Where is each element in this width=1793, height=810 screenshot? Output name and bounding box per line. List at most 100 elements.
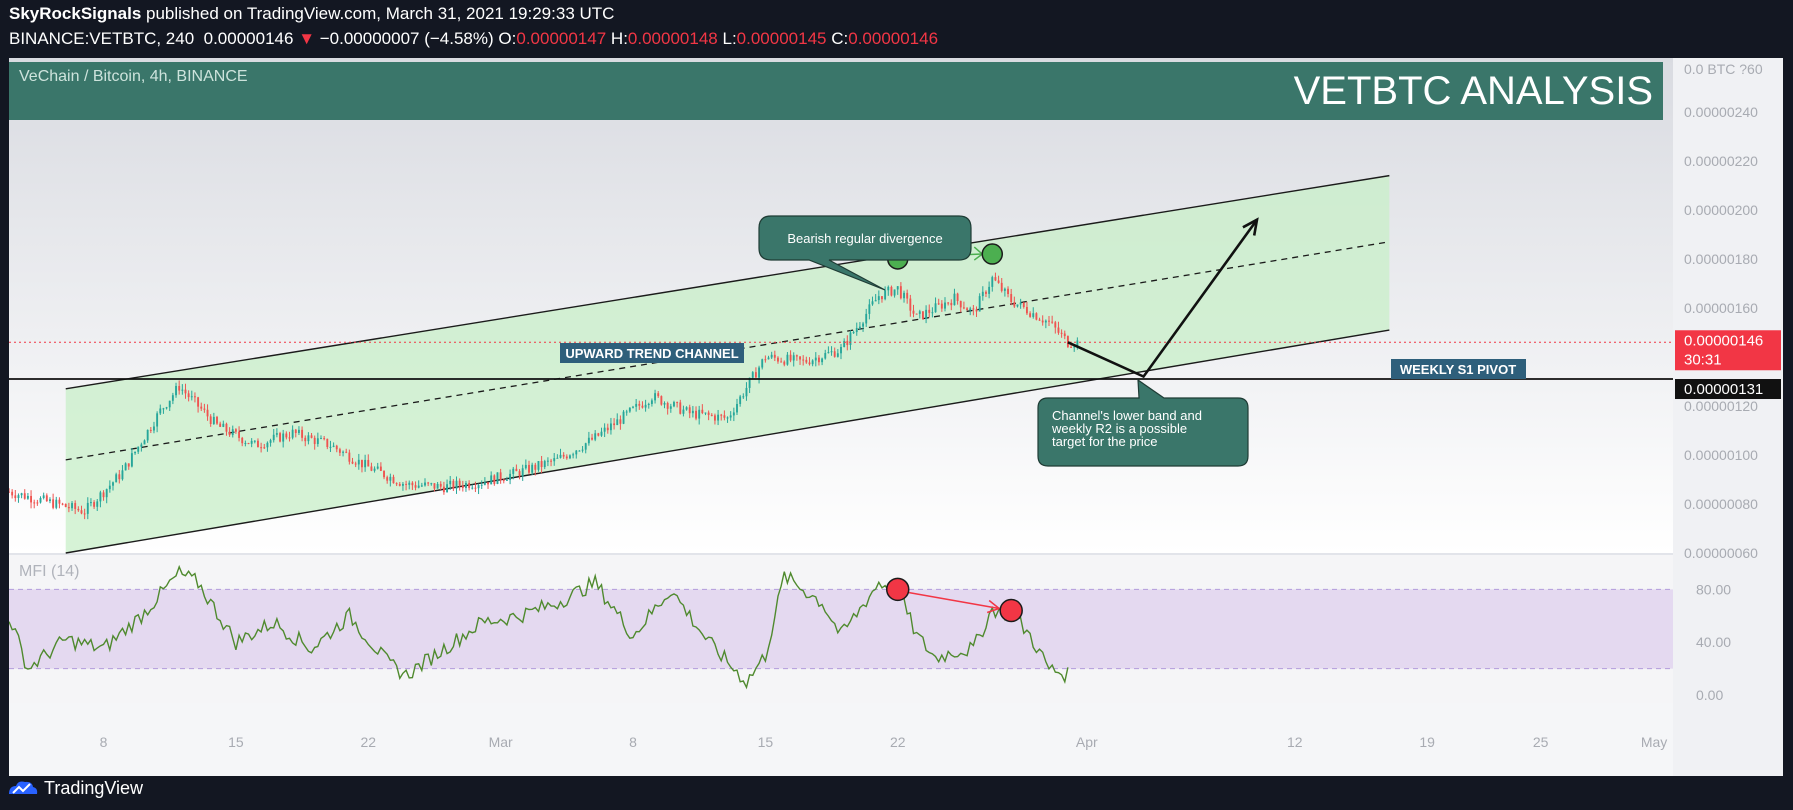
candle-body[interactable] <box>115 474 118 483</box>
candle-body[interactable] <box>499 472 502 481</box>
candle-body[interactable] <box>493 475 496 484</box>
candle-body[interactable] <box>171 395 174 401</box>
candle-body[interactable] <box>398 484 401 486</box>
candle-body[interactable] <box>162 408 165 410</box>
candle-body[interactable] <box>26 495 29 499</box>
candle-body[interactable] <box>663 403 666 405</box>
candle-body[interactable] <box>52 499 55 508</box>
candle-body[interactable] <box>521 468 524 477</box>
candle-body[interactable] <box>392 476 395 484</box>
candle-body[interactable] <box>1051 321 1054 323</box>
candle-body[interactable] <box>947 302 950 304</box>
candle-body[interactable] <box>338 449 341 453</box>
candle-body[interactable] <box>751 372 754 378</box>
candle-body[interactable] <box>279 433 281 442</box>
candle-body[interactable] <box>1013 302 1016 307</box>
candle-body[interactable] <box>496 472 499 484</box>
candle-body[interactable] <box>71 503 73 509</box>
channel-lower-line[interactable] <box>65 329 1390 554</box>
candle-body[interactable] <box>575 450 578 455</box>
candle-body[interactable] <box>691 410 694 414</box>
candle-body[interactable] <box>411 482 414 486</box>
candle-body[interactable] <box>619 419 622 424</box>
candle-body[interactable] <box>127 463 130 467</box>
candle-body[interactable] <box>105 489 108 498</box>
candle-body[interactable] <box>978 296 981 312</box>
candle-body[interactable] <box>282 433 285 442</box>
candle-body[interactable] <box>168 400 171 408</box>
candle-body[interactable] <box>354 463 357 465</box>
candle-body[interactable] <box>1054 322 1057 328</box>
candle-body[interactable] <box>118 474 121 480</box>
candle-body[interactable] <box>1070 346 1073 348</box>
candle-body[interactable] <box>509 473 512 480</box>
candle-body[interactable] <box>827 352 830 354</box>
candle-body[interactable] <box>49 499 51 502</box>
candle-body[interactable] <box>754 372 757 378</box>
candle-body[interactable] <box>424 482 426 486</box>
candle-body[interactable] <box>401 483 404 486</box>
candle-body[interactable] <box>650 400 653 404</box>
candle-body[interactable] <box>244 443 247 445</box>
candle-body[interactable] <box>940 303 943 309</box>
candle-body[interactable] <box>638 403 641 406</box>
candle-body[interactable] <box>184 389 187 394</box>
candle-body[interactable] <box>874 300 877 302</box>
candle-body[interactable] <box>301 429 304 438</box>
candle-body[interactable] <box>149 429 152 431</box>
candle-body[interactable] <box>934 303 937 313</box>
candle-body[interactable] <box>928 309 931 313</box>
candle-body[interactable] <box>780 361 783 363</box>
candle-body[interactable] <box>921 311 924 319</box>
candle-body[interactable] <box>1016 304 1019 307</box>
candle-body[interactable] <box>606 427 609 431</box>
candle-body[interactable] <box>461 485 464 489</box>
candle-body[interactable] <box>1003 288 1006 291</box>
candle-body[interactable] <box>389 476 392 481</box>
candle-body[interactable] <box>269 440 272 443</box>
candle-body[interactable] <box>789 354 792 361</box>
candle-body[interactable] <box>896 286 899 290</box>
candle-body[interactable] <box>906 292 909 299</box>
candle-body[interactable] <box>654 393 657 401</box>
candle-body[interactable] <box>748 377 751 388</box>
candle-body[interactable] <box>877 296 880 301</box>
candle-body[interactable] <box>613 423 616 426</box>
candle-body[interactable] <box>622 411 625 424</box>
candle-body[interactable] <box>263 447 266 449</box>
candle-body[interactable] <box>304 437 307 442</box>
candle-body[interactable] <box>783 361 786 365</box>
candle-body[interactable] <box>587 437 590 444</box>
candle-body[interactable] <box>206 409 209 417</box>
candle-body[interactable] <box>1063 333 1066 337</box>
candle-body[interactable] <box>569 455 571 459</box>
candle-body[interactable] <box>130 453 133 467</box>
candle-body[interactable] <box>45 495 48 502</box>
candle-body[interactable] <box>178 385 181 391</box>
candle-body[interactable] <box>985 291 987 294</box>
candle-body[interactable] <box>543 461 546 468</box>
candle-body[interactable] <box>676 402 679 404</box>
candle-body[interactable] <box>203 408 206 410</box>
candle-body[interactable] <box>250 440 253 444</box>
candle-body[interactable] <box>565 456 568 459</box>
candle-body[interactable] <box>294 429 297 434</box>
candle-body[interactable] <box>710 414 713 416</box>
candle-body[interactable] <box>175 385 177 396</box>
candle-body[interactable] <box>717 414 720 421</box>
candle-body[interactable] <box>723 415 726 418</box>
candle-body[interactable] <box>373 468 376 471</box>
candle-body[interactable] <box>134 451 137 454</box>
candle-body[interactable] <box>332 445 335 447</box>
candle-body[interactable] <box>1057 327 1060 333</box>
candle-body[interactable] <box>597 433 600 436</box>
candle-body[interactable] <box>994 277 997 281</box>
candle-body[interactable] <box>20 493 23 496</box>
candle-body[interactable] <box>1066 336 1069 347</box>
candle-body[interactable] <box>956 293 959 301</box>
candle-body[interactable] <box>559 454 562 458</box>
candle-body[interactable] <box>143 440 146 445</box>
candle-body[interactable] <box>335 445 338 450</box>
candle-body[interactable] <box>285 433 288 438</box>
candle-body[interactable] <box>417 485 420 488</box>
